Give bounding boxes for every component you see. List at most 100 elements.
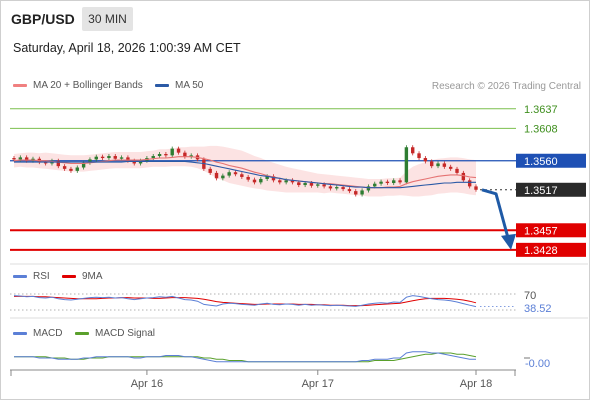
support-label-box [516, 242, 586, 257]
candle [360, 190, 364, 195]
candle [214, 172, 219, 179]
candle [436, 163, 440, 167]
candle [69, 168, 73, 171]
datetime-label: Saturday, April 18, 2026 1:00:39 AM CET [13, 41, 241, 55]
candle [284, 180, 288, 183]
candle [189, 155, 193, 157]
ma20-swatch [13, 84, 27, 87]
candle [341, 187, 345, 190]
candle [467, 180, 472, 187]
candle [132, 160, 136, 164]
candle [113, 156, 117, 159]
legend-rsi-ma-label: 9MA [82, 271, 103, 282]
pivot-level-label: 1.3560 [524, 156, 558, 168]
candle [259, 178, 263, 183]
candle [202, 159, 206, 169]
macd-value-label: -0.00 [525, 358, 550, 370]
candle [354, 191, 358, 195]
resistance-level-label: 1.3608 [524, 123, 558, 135]
candle [233, 172, 238, 175]
candle [347, 189, 352, 192]
x-tick-label: Apr 18 [460, 378, 492, 390]
candle [448, 166, 453, 169]
legend-rsi-label: RSI [33, 271, 50, 282]
legend-ma20-label: MA 20 + Bollinger Bands [33, 80, 143, 91]
legend-macd-signal-label: MACD Signal [95, 328, 156, 339]
candle [404, 147, 409, 183]
candle [176, 148, 181, 153]
rsi-ma-line [14, 295, 477, 307]
candle [385, 181, 390, 184]
candle [183, 152, 187, 157]
candle [43, 162, 48, 164]
legend-macd-label: MACD [33, 328, 63, 339]
candle [56, 160, 61, 167]
candle [271, 176, 276, 181]
candle [18, 157, 23, 160]
candle [442, 163, 447, 167]
candle [373, 183, 377, 187]
support-level-label: 1.3428 [524, 245, 558, 257]
candle [164, 154, 168, 156]
candle [157, 154, 162, 157]
rsi-level-label: 70 [524, 290, 536, 302]
candle [246, 176, 250, 180]
candle [335, 187, 339, 189]
candle [423, 158, 428, 162]
candle [107, 156, 111, 159]
legend-rsi-ma: 9MA [62, 271, 103, 282]
candle [328, 186, 333, 189]
candle [398, 180, 402, 183]
candle [100, 156, 105, 159]
rsi-ma-swatch [62, 275, 76, 278]
forecast-arrow-head [501, 233, 516, 250]
candle [455, 168, 459, 173]
macd-line [14, 351, 476, 363]
candle [240, 174, 244, 177]
candle [392, 180, 396, 184]
legend-rsi: RSI [13, 271, 50, 282]
legend-ma50: MA 50 [155, 80, 203, 91]
legend-macd-signal: MACD Signal [75, 328, 155, 339]
candle [252, 179, 257, 183]
candle [474, 186, 478, 190]
candle [411, 147, 415, 154]
x-tick-label: Apr 17 [302, 378, 334, 390]
candle [322, 184, 326, 187]
candle [303, 183, 307, 186]
rsi-line [13, 295, 477, 308]
resistance-level-label: 1.3637 [524, 104, 558, 116]
candle [290, 180, 295, 183]
candle [119, 157, 124, 159]
candle [221, 175, 225, 179]
support-label-box [516, 223, 586, 238]
symbol-title: GBP/USD [11, 11, 75, 27]
candle [208, 168, 212, 173]
macd-signal-swatch [75, 332, 89, 335]
ma50-line [14, 160, 476, 189]
candle [461, 172, 466, 181]
candle [81, 162, 86, 168]
candle [227, 172, 231, 176]
candle [62, 166, 67, 169]
ma20-line [13, 156, 477, 189]
legend-macd: MACD [13, 328, 62, 339]
timeframe-button[interactable]: 30 MIN [82, 7, 133, 31]
candle [151, 156, 155, 159]
rsi-value-label: 38.52 [524, 303, 552, 315]
macd-signal-line [14, 352, 477, 363]
candle [126, 157, 130, 161]
rsi-swatch [13, 275, 27, 278]
pivot-label-box [516, 153, 586, 168]
legend-ma20: MA 20 + Bollinger Bands [13, 80, 143, 91]
last-price-label: 1.3517 [524, 185, 558, 197]
candle [75, 167, 79, 171]
candle [24, 157, 29, 161]
candle [88, 159, 92, 163]
forecast-arrow [481, 188, 510, 239]
support-level-label: 1.3457 [524, 225, 558, 237]
candle [417, 153, 421, 159]
candle [170, 148, 174, 156]
ma50-swatch [155, 84, 169, 87]
